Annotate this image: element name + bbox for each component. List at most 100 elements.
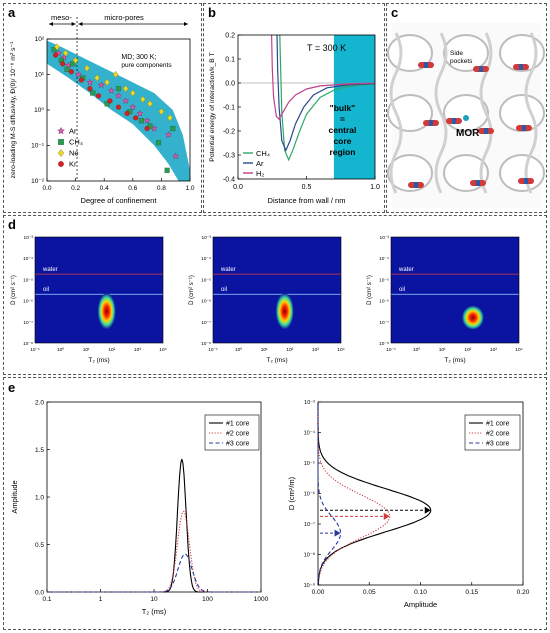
x-tick-label-d: 10³ xyxy=(490,347,497,353)
series-line-e-left xyxy=(47,458,261,593)
data-point-star xyxy=(172,152,180,160)
y-tick-label-b: 0.0 xyxy=(225,81,235,88)
x-tick-label-a: 0.0 xyxy=(42,185,51,192)
y-tick-label-a: 10⁻¹ xyxy=(31,143,45,150)
data-point-square xyxy=(70,61,76,67)
y-tick-label-a: 10² xyxy=(35,36,45,43)
legend-label-e-right: #2 core xyxy=(486,431,509,438)
y-tick-label-d: 10⁻⁵ xyxy=(201,277,211,283)
y-tick-label-e-left: 0.5 xyxy=(35,542,44,549)
data-point-diamond xyxy=(139,95,146,103)
panel-letter-a: a xyxy=(8,5,16,20)
series-line-e-right xyxy=(317,402,342,585)
data-point-square xyxy=(115,86,122,92)
legend-label-b: Ar xyxy=(256,159,264,168)
legend-label-b: CH₄ xyxy=(256,149,270,158)
y-tick-label-b: -0.2 xyxy=(223,129,235,136)
y-tick-label-b: 0.2 xyxy=(225,33,235,40)
chart-a: 0.0 0.2 0.4 0.6 0.8 1.0 10⁻² 10⁻¹ 10⁰ 10¹ 10² Degre… xyxy=(10,13,195,205)
y-tick-label-d: 10⁻⁷ xyxy=(201,320,211,326)
x-axis-label-a: Degree of confinement xyxy=(81,196,158,205)
peak-arrowhead xyxy=(334,529,341,537)
chart-d: water oil 10⁻¹ 10⁰ 10¹ 10² 10³ 10⁴ 10⁻³ 10⁻⁴ 10⁻⁵ 1… xyxy=(11,235,523,364)
molecule-center xyxy=(424,62,428,68)
peak-arrowhead xyxy=(383,512,390,520)
series-line-b xyxy=(271,34,376,120)
y-tick-label-e-left: 2.0 xyxy=(35,400,44,407)
y-tick-label-b: -0.3 xyxy=(223,153,235,160)
data-point-circle xyxy=(144,126,150,132)
water-label: water xyxy=(42,267,58,273)
y-tick-label-d: 10⁻³ xyxy=(24,235,34,241)
data-point-diamond xyxy=(112,70,119,79)
series-line-e-right xyxy=(317,402,432,586)
x-tick-label-d: 10⁻¹ xyxy=(208,347,218,353)
y-tick-label-e-right: 10⁻³ xyxy=(304,400,315,406)
data-point-circle xyxy=(124,110,130,116)
y-axis-label-d: D (cm² s⁻¹) xyxy=(11,275,17,305)
y-tick-label-e-left: 1.5 xyxy=(35,447,44,454)
panel-letter-c: c xyxy=(391,5,399,20)
data-point-circle xyxy=(107,98,113,104)
region-label: = xyxy=(340,114,345,124)
series-line-b xyxy=(279,34,376,162)
molecule-center xyxy=(524,178,528,184)
heatmap-peak xyxy=(275,293,294,330)
x-tick-label-e-left: 100 xyxy=(202,596,213,603)
data-point-circle xyxy=(95,93,102,99)
x-tick-label-d: 10² xyxy=(464,347,471,353)
legend-marker-star xyxy=(57,126,65,135)
y-axis-label-a: zero-loading M-S diffusivity, Đ(0)/ 10⁻⁸… xyxy=(10,41,17,178)
data-point-circle xyxy=(115,104,122,110)
data-point-diamond xyxy=(94,74,100,82)
heatmap-peak xyxy=(461,305,484,330)
molecule-center xyxy=(522,125,526,131)
annotation-micro: micro-pores xyxy=(104,13,144,22)
molecule-center xyxy=(414,182,418,188)
data-point-star xyxy=(129,103,137,111)
y-tick-label-e-right: 10⁻⁹ xyxy=(304,582,315,589)
heatmap-frame xyxy=(34,236,164,344)
region-label: region xyxy=(329,147,355,157)
x-tick-label-a: 0.8 xyxy=(157,185,166,192)
heatmap-frame xyxy=(390,236,520,344)
series-line-e-left xyxy=(47,553,261,593)
oil-label: oil xyxy=(43,287,49,293)
data-point-circle xyxy=(60,61,66,67)
data-point-star xyxy=(86,78,94,86)
title-b: T = 300 K xyxy=(307,43,346,53)
x-tick-label-b: 0.0 xyxy=(233,184,243,191)
legend-marker-square xyxy=(58,139,64,145)
legend-label-e-left: #3 core xyxy=(226,441,249,448)
framework-wall xyxy=(434,32,448,194)
y-tick-label-d: 10⁻⁶ xyxy=(23,299,33,305)
side-pockets-label: pockets xyxy=(450,58,473,65)
bulk-region xyxy=(333,35,375,179)
x-tick-label-d: 10⁴ xyxy=(337,347,344,353)
x-tick-label-d: 10² xyxy=(286,347,293,353)
data-point-square xyxy=(155,140,162,146)
y-tick-label-e-right: 10⁻⁸ xyxy=(304,552,315,559)
x-axis-label-d: T₂ (ms) xyxy=(444,357,465,364)
side-pockets-label: Side xyxy=(450,50,463,57)
framework-wall xyxy=(479,32,493,194)
x-axis-label-d: T₂ (ms) xyxy=(266,357,287,364)
x-axis-label-e-left: T₂ (ms) xyxy=(142,607,167,616)
x-tick-label-d: 10⁴ xyxy=(159,347,166,353)
y-tick-label-d: 10⁻⁴ xyxy=(201,256,211,262)
annotation-pure: pure components xyxy=(121,62,172,69)
x-tick-label-d: 10⁴ xyxy=(515,347,522,353)
y-tick-label-e-right: 10⁻⁶ xyxy=(304,491,315,498)
legend-label-e-left: #1 core xyxy=(226,421,249,428)
y-tick-label-d: 10⁻⁸ xyxy=(23,341,33,347)
data-point-star xyxy=(97,81,105,89)
series-line-e-left xyxy=(47,511,261,593)
y-axis-label-e-left: Amplitude xyxy=(10,480,19,513)
x-tick-label-d: 10³ xyxy=(312,347,319,353)
data-point-square xyxy=(64,66,70,72)
y-axis-label-b: Potential energy of interaction/k_B T xyxy=(209,52,216,161)
x-tick-label-e-left: 1000 xyxy=(254,596,269,603)
legend-label-a: Kr xyxy=(69,160,77,169)
x-tick-label-a: 0.2 xyxy=(71,185,80,192)
x-axis-label-e-right: Amplitude xyxy=(404,600,437,609)
